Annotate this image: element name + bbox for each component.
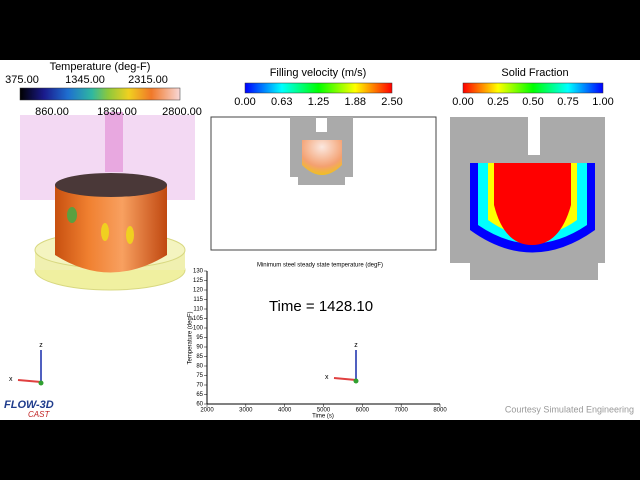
y-tick-label: 125: [193, 278, 204, 284]
y-tick-label: 130: [193, 269, 204, 275]
legend-label: 0.00: [452, 96, 473, 108]
x-tick-label: 5000: [317, 408, 331, 414]
legend-label: 1.88: [345, 96, 366, 108]
axis-name: x: [9, 376, 13, 383]
y-tick-label: 100: [193, 326, 204, 332]
legend-label: 1.25: [308, 96, 329, 108]
legend-label: 1830.00: [97, 106, 137, 118]
axis-name: x: [325, 374, 329, 381]
y-tick-label: 60: [196, 402, 203, 408]
legend-label: 0.75: [557, 96, 578, 108]
y-tick-label: 120: [193, 288, 204, 294]
x-tick-label: 4000: [278, 408, 292, 414]
axis-triad: z x: [9, 342, 44, 386]
legend-label: 1345.00: [65, 74, 105, 86]
casting-3d: [20, 112, 195, 291]
colorbar: [462, 82, 604, 94]
x-tick-label: 3000: [239, 408, 253, 414]
logo: CAST: [28, 410, 50, 419]
axis-name: z: [39, 342, 43, 349]
legend-title: Solid Fraction: [501, 67, 568, 79]
legend-label: 375.00: [5, 74, 39, 86]
legend-label: 0.00: [234, 96, 255, 108]
plot-title: Minimum steel steady state temperature (…: [257, 263, 383, 269]
logo: FLOW-3D: [4, 399, 54, 411]
filling-section: [290, 117, 353, 185]
y-tick-label: 115: [193, 297, 203, 303]
y-tick-label: 85: [196, 354, 203, 360]
legend-label: 2315.00: [128, 74, 168, 86]
legend-label: 0.50: [522, 96, 543, 108]
axis-name: z: [354, 342, 358, 349]
x-tick-label: 6000: [356, 408, 370, 414]
y-tick-label: 90: [196, 345, 203, 351]
time-label: Time = 1428.10: [269, 298, 373, 315]
credit: Courtesy Simulated Engineering: [505, 404, 634, 414]
legend-label: 0.63: [271, 96, 292, 108]
x-axis-label: Time (s): [312, 414, 334, 420]
legend-label: 860.00: [35, 106, 69, 118]
legend-title: Temperature (deg-F): [50, 61, 151, 73]
axis-triad: z x: [325, 342, 359, 384]
x-tick-label: 8000: [433, 408, 447, 414]
y-tick-label: 95: [196, 335, 203, 341]
x-tick-label: 2000: [200, 408, 214, 414]
y-tick-label: 70: [196, 383, 203, 389]
y-tick-label: 110: [193, 307, 203, 313]
colorbar: [244, 82, 393, 94]
legend-label: 2.50: [381, 96, 402, 108]
solid-fraction-section: [450, 117, 605, 280]
legend-label: 0.25: [487, 96, 508, 108]
y-tick-label: 75: [196, 373, 203, 379]
y-tick-label: 105: [193, 316, 204, 322]
x-tick-label: 7000: [394, 408, 408, 414]
colorbar: [19, 87, 181, 101]
legend-label: 1.00: [592, 96, 613, 108]
y-axis-label: Temperature (degF): [188, 311, 194, 364]
legend-label: 2800.00: [162, 106, 202, 118]
y-tick-label: 80: [196, 364, 203, 370]
y-tick-label: 65: [196, 392, 203, 398]
legend-title: Filling velocity (m/s): [270, 67, 367, 79]
